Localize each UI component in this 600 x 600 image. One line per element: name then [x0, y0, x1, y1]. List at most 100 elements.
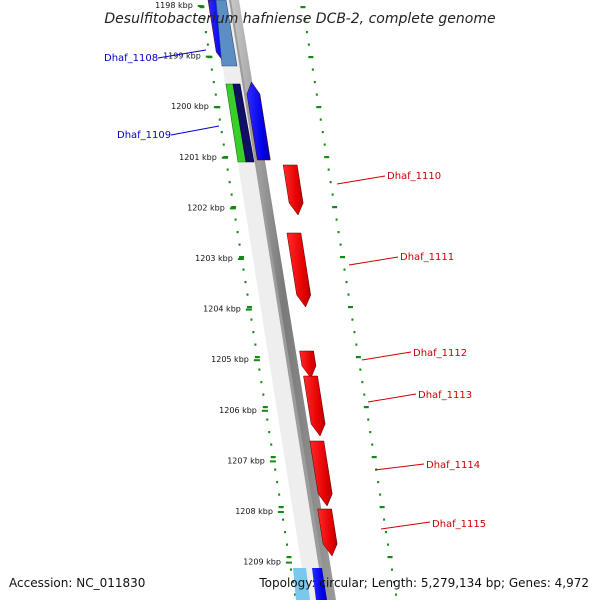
ruler-left-tick [218, 118, 221, 121]
ruler-major-tick [205, 55, 212, 58]
ruler-left-tick [291, 581, 294, 584]
ruler-right-tick [331, 193, 334, 196]
ruler-left-tick [286, 556, 292, 559]
ruler-right-tick [363, 406, 369, 409]
ruler-left-tick [222, 143, 225, 146]
ruler-right-tick [379, 506, 385, 509]
ruler-left-tick [262, 406, 268, 409]
ruler-left-tick [270, 456, 276, 459]
ruler-right-tick [377, 481, 380, 484]
gene-arrow-reverse[interactable] [312, 568, 327, 600]
ruler-right-tick [343, 268, 346, 271]
ruler-major-tick [245, 308, 252, 311]
ruler-right-tick [311, 68, 314, 71]
ruler-left-tick [276, 481, 279, 484]
gene-feature-lightblue[interactable] [293, 568, 310, 600]
ruler-right-tick [307, 43, 310, 46]
gene-feature-navy[interactable] [232, 83, 255, 163]
ruler-right-tick [353, 331, 356, 334]
ruler-left-tick [270, 443, 273, 446]
ruler-right-tick [347, 306, 353, 309]
ruler-left-tick [230, 193, 233, 196]
gene-arrow-forward[interactable] [303, 375, 326, 437]
gene-arrow-reverse[interactable] [246, 81, 271, 161]
ruler-left-tick [250, 318, 253, 321]
ruler-right-tick [316, 106, 322, 109]
gene-label-leader [157, 49, 207, 59]
ruler-major-tick [253, 359, 260, 362]
ruler-left-tick [238, 243, 241, 246]
gene-label-dhaf-1112[interactable]: Dhaf_1112 [413, 348, 467, 359]
gene-label-leader [348, 256, 399, 266]
ruler-left-tick [204, 31, 207, 34]
ruler-left-tick [202, 18, 205, 21]
ruler-right-tick [347, 293, 350, 296]
ruler-right-tick [387, 543, 390, 546]
ruler-major-tick [277, 511, 284, 513]
ruler-left-tick [244, 281, 247, 284]
gene-label-dhaf-1113[interactable]: Dhaf_1113 [418, 390, 472, 401]
ruler-left-tick [266, 418, 269, 421]
ruler-tick-label: 1200 kbp [171, 102, 209, 111]
gene-label-leader [367, 393, 417, 403]
gene-feature-steelblue[interactable] [215, 0, 238, 67]
ruler-right-tick [339, 243, 342, 246]
ruler-left-tick [254, 356, 260, 359]
gene-label-dhaf-1111[interactable]: Dhaf_1111 [400, 252, 454, 263]
ruler-tick-label: 1204 kbp [203, 305, 241, 314]
ruler-major-tick [237, 258, 244, 260]
ruler-left-tick [274, 468, 277, 471]
topology-text: Topology: circular; Length: 5,279,134 bp… [259, 576, 589, 590]
gene-arrow-forward[interactable] [299, 350, 317, 379]
gene-label-dhaf-1109[interactable]: Dhaf_1109 [117, 130, 171, 141]
gene-label-dhaf-1114[interactable]: Dhaf_1114 [426, 460, 480, 471]
ruler-right-tick [329, 181, 332, 184]
ruler-left-tick [260, 381, 263, 384]
ruler-tick-label: 1205 kbp [211, 355, 249, 364]
ruler-left-tick [278, 493, 281, 496]
ruler-tick-label: 1207 kbp [227, 456, 265, 465]
ruler-left-tick [246, 306, 252, 309]
ruler-right-tick [315, 93, 318, 96]
gene-arrow-forward[interactable] [286, 232, 311, 308]
gene-label-leader [374, 463, 425, 471]
gene-label-leader [336, 175, 386, 185]
ruler-right-tick [371, 456, 377, 459]
ruler-right [300, 6, 397, 596]
ruler-left-tick [258, 368, 261, 371]
ruler-left-tick [290, 568, 293, 571]
ruler-left-tick [254, 343, 257, 346]
ruler-right-tick [383, 518, 386, 521]
ruler-left-tick [242, 268, 245, 271]
ruler-right-tick [371, 443, 374, 446]
ruler-tick-label: 1209 kbp [243, 558, 281, 567]
ruler-left-tick [226, 168, 229, 171]
ruler-left-tick [293, 593, 296, 596]
ruler-right-tick [300, 6, 306, 9]
ruler-tick-label: 1199 kbp [163, 52, 201, 61]
ruler-major-tick [261, 409, 268, 412]
gene-label-dhaf-1115[interactable]: Dhaf_1115 [432, 519, 486, 530]
ruler-right-tick [335, 218, 338, 221]
ruler-tick-label: 1206 kbp [219, 406, 257, 415]
gene-arrow-forward[interactable] [317, 508, 338, 557]
gene-arrow-forward[interactable] [282, 164, 304, 216]
ruler-major-tick [221, 156, 228, 159]
gene-label-dhaf-1108[interactable]: Dhaf_1108 [104, 53, 158, 64]
ruler-left-tick [210, 68, 213, 71]
ruler-right-tick [321, 131, 324, 134]
ruler-right-tick [391, 568, 394, 571]
ruler-left-tick [239, 256, 245, 259]
ruler-right-tick [319, 118, 322, 121]
gene-label-dhaf-1110[interactable]: Dhaf_1110 [387, 171, 441, 182]
ruler-right-tick [313, 81, 316, 84]
ruler-right-tick [387, 556, 393, 559]
ruler-left-tick [214, 93, 217, 96]
ruler-right-tick [355, 343, 358, 346]
gene-arrow-forward[interactable] [309, 440, 333, 507]
ruler-right-tick [385, 531, 388, 534]
ruler-right-tick [324, 156, 330, 159]
ruler-right-tick [394, 593, 397, 596]
ruler-major-tick [213, 106, 220, 109]
